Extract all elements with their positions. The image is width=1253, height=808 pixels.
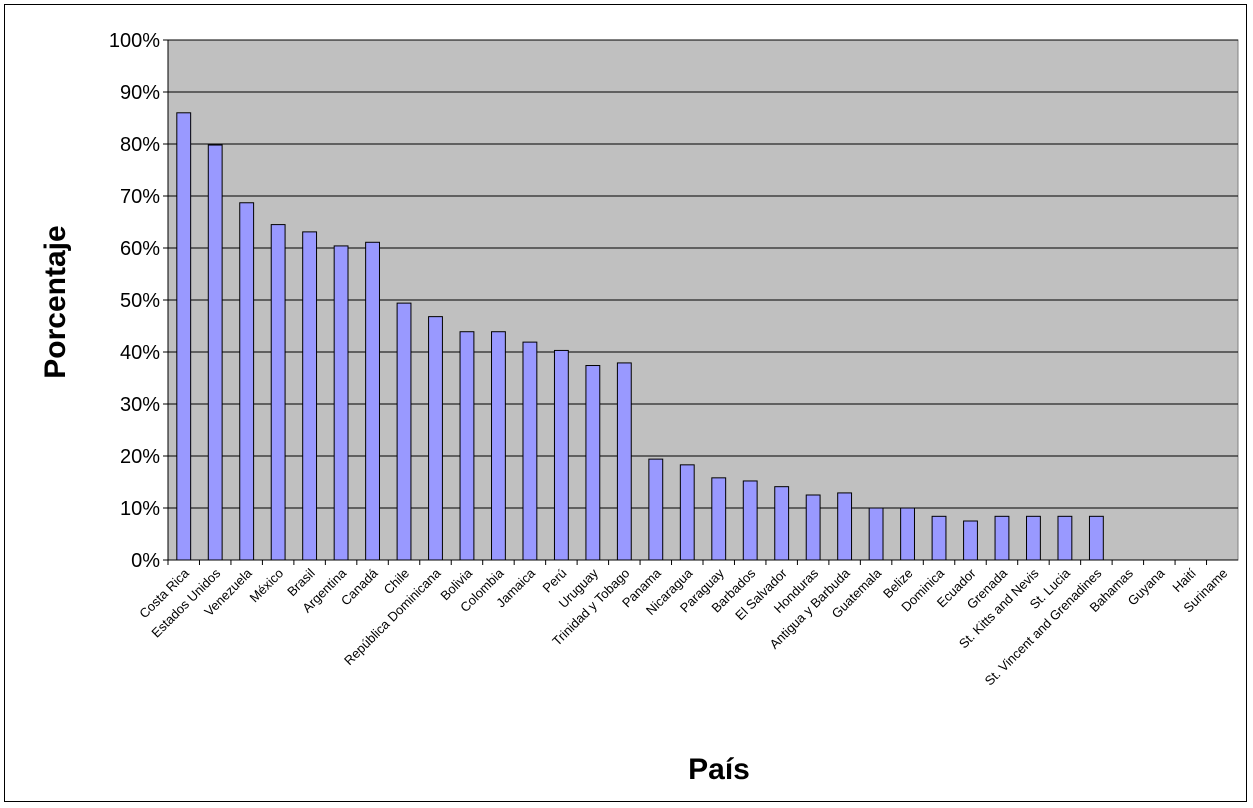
y-axis-title: Porcentaje	[39, 225, 72, 378]
y-tick-label: 60%	[120, 238, 160, 260]
bar	[900, 507, 915, 561]
bar	[396, 302, 412, 561]
y-tick-label: 0%	[131, 550, 160, 572]
bar	[428, 316, 443, 561]
bar	[1057, 515, 1073, 561]
bar	[176, 112, 192, 561]
bar	[1026, 515, 1041, 561]
bar	[333, 245, 349, 561]
y-tick-label: 70%	[120, 186, 160, 208]
chart-frame: 0% 10% 20% 30% 40% 50% 60% 70% 80% 90% 100% Costa …	[4, 4, 1247, 802]
bars	[176, 112, 1104, 561]
y-axis-ticks: 0% 10% 20% 30% 40% 50% 60% 70% 80% 90% 100%	[109, 30, 1238, 572]
bar	[742, 480, 758, 561]
bar	[553, 349, 569, 561]
x-tick-label: México	[247, 566, 287, 606]
bar	[868, 507, 884, 561]
bar	[459, 331, 475, 561]
bar	[270, 224, 286, 561]
y-tick-label: 80%	[120, 134, 160, 156]
bar	[302, 231, 318, 561]
y-tick-label: 50%	[120, 290, 160, 312]
bar	[679, 464, 695, 561]
bar	[1088, 515, 1104, 561]
bar	[239, 202, 255, 561]
y-tick-label: 30%	[120, 394, 160, 416]
y-tick-label: 40%	[120, 342, 160, 364]
bar	[963, 520, 978, 561]
bar	[648, 458, 664, 561]
y-tick-label: 100%	[109, 30, 160, 52]
bar	[491, 331, 506, 561]
y-tick-label: 10%	[120, 498, 160, 520]
bar	[207, 144, 223, 561]
bar	[805, 494, 821, 561]
bar	[994, 515, 1010, 561]
bar	[774, 486, 790, 561]
x-axis-title: País	[688, 753, 750, 786]
bar	[365, 241, 380, 561]
bar	[522, 341, 538, 561]
bar	[837, 492, 853, 561]
y-tick-label: 20%	[120, 446, 160, 468]
y-tick-label: 90%	[120, 82, 160, 104]
bar	[616, 362, 632, 561]
bar	[711, 477, 727, 561]
bar	[585, 365, 601, 561]
bar	[931, 515, 947, 561]
bar-chart: 0% 10% 20% 30% 40% 50% 60% 70% 80% 90% 100% Costa …	[39, 30, 1239, 786]
